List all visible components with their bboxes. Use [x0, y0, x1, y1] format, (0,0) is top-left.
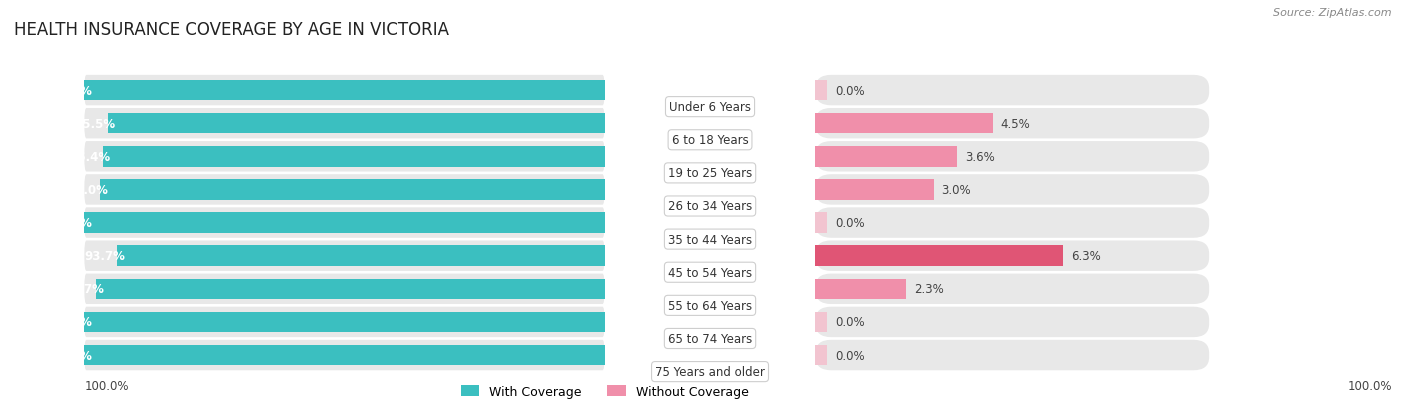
Bar — [84, 213, 605, 233]
Text: 100.0%: 100.0% — [1347, 380, 1392, 392]
Bar — [117, 246, 605, 266]
Bar — [103, 147, 605, 167]
FancyBboxPatch shape — [84, 241, 605, 271]
FancyBboxPatch shape — [815, 274, 1209, 304]
FancyBboxPatch shape — [84, 175, 605, 205]
FancyBboxPatch shape — [84, 109, 605, 139]
FancyBboxPatch shape — [84, 142, 605, 172]
FancyBboxPatch shape — [815, 340, 1209, 370]
FancyBboxPatch shape — [815, 241, 1209, 271]
FancyBboxPatch shape — [815, 307, 1209, 337]
Text: 97.0%: 97.0% — [67, 183, 108, 197]
Bar — [815, 246, 1063, 266]
Text: 6 to 18 Years: 6 to 18 Years — [672, 134, 748, 147]
FancyBboxPatch shape — [815, 76, 1209, 106]
Text: HEALTH INSURANCE COVERAGE BY AGE IN VICTORIA: HEALTH INSURANCE COVERAGE BY AGE IN VICT… — [14, 21, 449, 38]
Text: 2.3%: 2.3% — [914, 282, 943, 296]
Text: 65 to 74 Years: 65 to 74 Years — [668, 332, 752, 345]
Bar — [84, 81, 605, 101]
Bar — [84, 312, 605, 332]
Text: 35 to 44 Years: 35 to 44 Years — [668, 233, 752, 246]
Text: Under 6 Years: Under 6 Years — [669, 101, 751, 114]
Text: 3.6%: 3.6% — [965, 150, 995, 164]
Text: 100.0%: 100.0% — [44, 316, 93, 329]
Text: 100.0%: 100.0% — [84, 380, 129, 392]
Bar — [815, 180, 934, 200]
Text: 0.0%: 0.0% — [835, 84, 865, 97]
FancyBboxPatch shape — [84, 76, 605, 106]
Bar — [815, 213, 827, 233]
Text: 100.0%: 100.0% — [44, 349, 93, 362]
Text: 0.0%: 0.0% — [835, 316, 865, 329]
Text: 45 to 54 Years: 45 to 54 Years — [668, 266, 752, 279]
Bar — [815, 312, 827, 332]
FancyBboxPatch shape — [84, 307, 605, 337]
Text: 4.5%: 4.5% — [1001, 117, 1031, 131]
Text: 19 to 25 Years: 19 to 25 Years — [668, 167, 752, 180]
Text: 96.4%: 96.4% — [70, 150, 111, 164]
Bar — [815, 345, 827, 366]
Text: 0.0%: 0.0% — [835, 216, 865, 230]
Bar — [97, 279, 605, 299]
FancyBboxPatch shape — [84, 340, 605, 370]
FancyBboxPatch shape — [815, 109, 1209, 139]
Bar — [100, 180, 605, 200]
Text: 6.3%: 6.3% — [1071, 249, 1101, 263]
Text: 3.0%: 3.0% — [942, 183, 972, 197]
Text: 0.0%: 0.0% — [835, 349, 865, 362]
FancyBboxPatch shape — [84, 208, 605, 238]
Bar — [815, 279, 905, 299]
Bar — [815, 114, 993, 134]
FancyBboxPatch shape — [815, 142, 1209, 172]
Text: 97.7%: 97.7% — [63, 282, 104, 296]
FancyBboxPatch shape — [815, 208, 1209, 238]
Text: 75 Years and older: 75 Years and older — [655, 365, 765, 378]
Text: Source: ZipAtlas.com: Source: ZipAtlas.com — [1274, 8, 1392, 18]
Bar — [108, 114, 605, 134]
Bar — [815, 81, 827, 101]
Text: 100.0%: 100.0% — [44, 216, 93, 230]
Bar — [84, 345, 605, 366]
Text: 93.7%: 93.7% — [84, 249, 125, 263]
Bar — [815, 147, 957, 167]
Text: 55 to 64 Years: 55 to 64 Years — [668, 299, 752, 312]
Text: 100.0%: 100.0% — [44, 84, 93, 97]
FancyBboxPatch shape — [84, 274, 605, 304]
Text: 95.5%: 95.5% — [75, 117, 115, 131]
FancyBboxPatch shape — [815, 175, 1209, 205]
Text: 26 to 34 Years: 26 to 34 Years — [668, 200, 752, 213]
Legend: With Coverage, Without Coverage: With Coverage, Without Coverage — [456, 380, 754, 403]
